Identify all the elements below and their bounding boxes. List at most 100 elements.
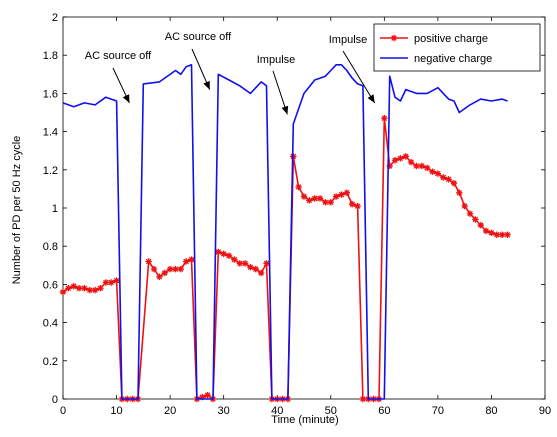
data-point xyxy=(225,252,233,259)
data-point xyxy=(161,269,168,277)
legend-label: negative charge xyxy=(414,53,492,65)
y-tick-label: 1.6 xyxy=(43,88,58,100)
data-point xyxy=(402,153,409,160)
data-point xyxy=(150,265,158,273)
x-tick-label: 50 xyxy=(325,405,337,417)
legend: positive charge negative charge xyxy=(373,23,541,72)
annotation-text: Impulse xyxy=(329,34,368,46)
annotation-text: AC source off xyxy=(165,31,232,43)
data-point xyxy=(354,202,361,210)
data-point xyxy=(423,164,431,172)
arrowhead xyxy=(122,94,130,103)
data-point xyxy=(316,195,324,202)
data-point xyxy=(327,199,334,206)
y-tick-label: 1.4 xyxy=(43,127,58,139)
annotation-text: Impulse xyxy=(257,54,296,66)
data-point xyxy=(322,199,329,206)
y-axis-label: Number of PD per 50 Hz cycle xyxy=(11,136,23,285)
y-tick-label: 0.2 xyxy=(43,356,58,368)
annotation-text: AC source off xyxy=(85,50,152,62)
x-tick-label: 90 xyxy=(539,405,551,417)
data-point xyxy=(236,260,243,267)
y-tick-label: 2 xyxy=(52,12,58,24)
x-tick-label: 70 xyxy=(432,405,444,417)
data-point xyxy=(472,216,479,223)
plot-background xyxy=(63,17,545,399)
data-point xyxy=(247,264,254,271)
data-point xyxy=(397,155,404,162)
data-point xyxy=(381,115,388,122)
annotations: AC source off AC source off Impulse Impulse xyxy=(85,31,376,115)
data-point xyxy=(445,176,452,183)
data-point xyxy=(498,231,506,238)
data-point xyxy=(204,391,211,399)
data-point xyxy=(493,231,500,238)
arrowhead xyxy=(367,94,375,103)
data-point xyxy=(231,256,238,263)
data-point xyxy=(177,265,185,273)
data-point xyxy=(102,279,110,286)
data-point xyxy=(477,221,484,229)
data-point xyxy=(220,250,227,258)
data-point xyxy=(188,256,195,263)
legend-marker xyxy=(390,34,398,42)
data-point xyxy=(386,162,393,170)
data-point xyxy=(91,286,99,294)
data-point xyxy=(332,193,340,200)
y-tick-label: 0.4 xyxy=(43,318,58,330)
x-tick-label: 20 xyxy=(164,405,176,417)
y-tick-label: 1.8 xyxy=(43,50,58,62)
data-point xyxy=(456,189,463,196)
y-tick-label: 0.6 xyxy=(43,279,58,291)
data-point xyxy=(418,162,426,170)
data-point xyxy=(461,202,468,210)
data-point xyxy=(504,231,511,238)
y-tick-label: 0 xyxy=(52,394,58,406)
x-tick-label: 30 xyxy=(218,405,230,417)
annotation-arrow xyxy=(342,50,376,104)
x-tick-label: 80 xyxy=(485,405,497,417)
data-point xyxy=(263,260,270,267)
data-point xyxy=(391,157,399,164)
data-point xyxy=(482,227,490,235)
arrowhead xyxy=(281,105,289,115)
data-point xyxy=(413,162,420,170)
data-point xyxy=(306,197,313,204)
data-point xyxy=(295,183,302,191)
data-point xyxy=(97,285,104,292)
data-point xyxy=(75,285,83,292)
y-tick-label: 1.2 xyxy=(43,165,58,177)
series-line-2 xyxy=(62,64,508,400)
data-point xyxy=(215,248,222,256)
data-point xyxy=(241,260,249,267)
data-point xyxy=(359,395,367,403)
data-point xyxy=(343,189,351,196)
data-point xyxy=(81,285,88,292)
x-tick-label: 10 xyxy=(110,405,122,417)
data-point xyxy=(407,158,415,166)
arrowhead xyxy=(203,80,210,90)
x-axis-label: Time (minute) xyxy=(271,414,338,426)
data-point xyxy=(199,393,206,401)
data-point xyxy=(113,277,120,284)
data-point xyxy=(86,286,93,294)
data-point xyxy=(466,210,474,217)
data-point xyxy=(59,288,67,296)
data-point xyxy=(311,195,318,202)
data-point xyxy=(156,273,163,280)
data-point xyxy=(65,285,72,292)
data-point xyxy=(488,229,495,237)
data-point xyxy=(166,265,174,273)
plot-area xyxy=(63,17,545,399)
legend-label: positive charge xyxy=(414,33,488,45)
data-point xyxy=(172,265,179,273)
data-point xyxy=(450,179,458,187)
y-tick-label: 1 xyxy=(52,203,58,215)
data-point xyxy=(429,168,436,175)
data-point xyxy=(257,269,265,277)
data-point xyxy=(440,174,447,181)
y-tick-label: 0.8 xyxy=(43,241,58,253)
data-point xyxy=(300,193,308,200)
legend-box xyxy=(373,23,541,72)
